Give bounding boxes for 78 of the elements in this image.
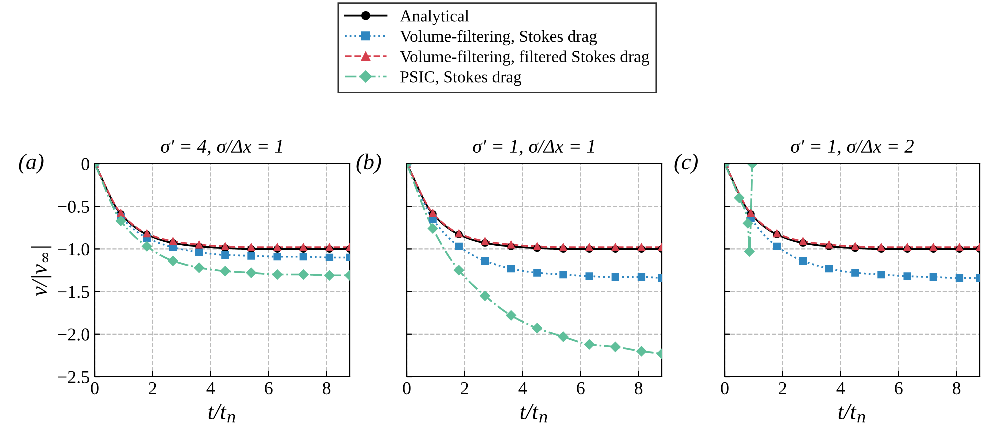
x-axis-title: t/t$_{n}$ (208, 404, 236, 423)
point (506, 310, 516, 321)
legend-label: Analytical (400, 10, 470, 26)
x-tick-label: 4 (836, 382, 846, 394)
legend-label: Volume-filtering, Stokes drag (400, 30, 598, 46)
point (272, 270, 283, 280)
point (298, 270, 309, 280)
x-tick-label: 2 (461, 382, 468, 394)
point (612, 273, 620, 282)
x-tick-label: 0 (91, 382, 99, 395)
x-tick-label: 6 (577, 382, 585, 395)
point (168, 256, 178, 266)
point (196, 248, 204, 256)
point (324, 270, 335, 281)
x-axis-title: t/t$_{n}$ (520, 404, 548, 423)
x-tick-label: 8 (634, 382, 643, 395)
y-tick-label: −0.5 (58, 200, 90, 214)
point (222, 251, 230, 259)
x-tick-label: 6 (895, 382, 903, 395)
point (116, 216, 126, 226)
point (636, 346, 647, 357)
point (220, 266, 231, 276)
point (734, 192, 745, 204)
point (744, 246, 755, 257)
chart-title: σ′ = 1, σ/Δx = 2 (791, 140, 914, 156)
point (904, 272, 912, 280)
y-tick-label: −1.5 (58, 286, 90, 298)
y-tick-label: −2.5 (58, 371, 90, 384)
point (826, 264, 834, 273)
point (508, 264, 516, 273)
point (455, 242, 463, 250)
text: (c) (674, 154, 698, 174)
point (534, 269, 542, 277)
point (586, 272, 594, 280)
x-tick-label: 8 (322, 382, 331, 395)
x-tick-label: 4 (518, 382, 528, 394)
x-tick-label: 4 (206, 382, 216, 394)
y-tick-label: 0 (82, 158, 90, 170)
point (326, 254, 334, 262)
point (584, 340, 595, 350)
point (246, 268, 257, 278)
point (930, 273, 938, 282)
y-axis-title: v/|v$_{∞}$| (31, 246, 52, 296)
point (274, 253, 282, 261)
chart-title: σ′ = 1, σ/Δx = 1 (473, 140, 594, 156)
point (481, 257, 490, 265)
point (610, 342, 621, 352)
point (532, 323, 543, 334)
text: (a) (19, 154, 44, 174)
point (480, 290, 490, 302)
point (454, 265, 464, 276)
point (428, 224, 438, 234)
x-tick-label: 2 (779, 382, 786, 394)
y-tick-label: −1.0 (58, 243, 90, 256)
point (194, 262, 204, 274)
x-tick-label: 0 (403, 382, 411, 395)
point (743, 218, 754, 229)
point (773, 242, 781, 250)
x-tick-label: 0 (721, 382, 729, 395)
point (558, 332, 569, 342)
point (956, 274, 964, 282)
text: (b) (356, 154, 382, 174)
x-tick-label: 2 (149, 382, 156, 394)
x-tick-label: 6 (265, 382, 273, 395)
x-axis-title: t/t$_{n}$ (838, 404, 866, 423)
y-tick-label: −2.0 (58, 328, 90, 341)
point (799, 257, 808, 265)
point (852, 269, 860, 277)
chart-title: σ′ = 4, σ/Δx = 1 (161, 140, 282, 156)
point (878, 270, 886, 279)
point (638, 273, 646, 282)
legend-label: Volume-filtering, filtered Stokes drag (400, 50, 650, 66)
point (300, 253, 308, 261)
legend-label: PSIC, Stokes drag (400, 71, 522, 86)
point (560, 270, 568, 279)
point (142, 242, 152, 252)
point (248, 252, 256, 260)
x-tick-label: 8 (952, 382, 961, 395)
